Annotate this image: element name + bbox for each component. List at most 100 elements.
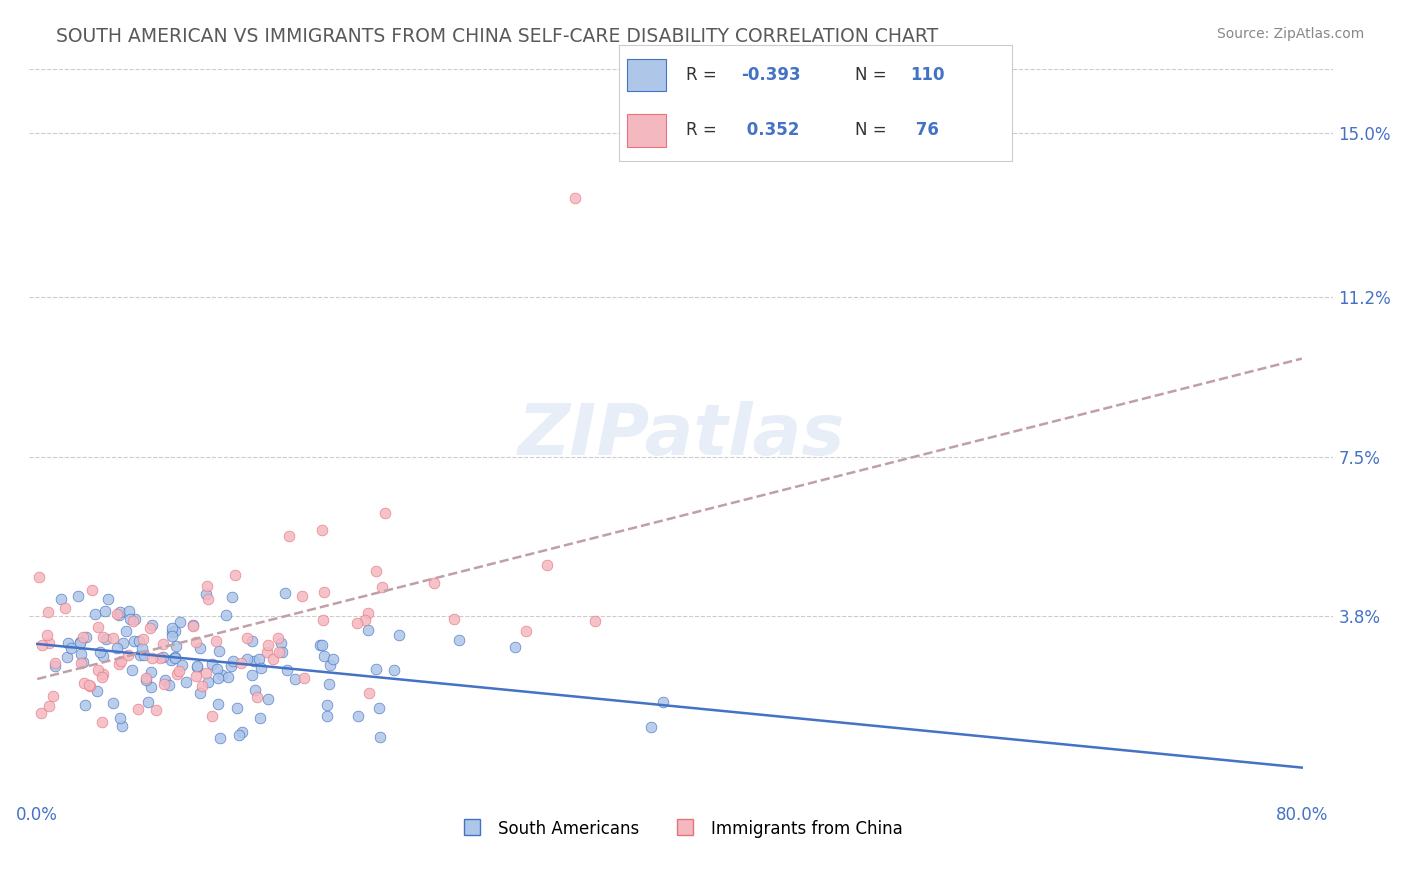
Point <box>169 615 191 629</box>
Text: R =: R = <box>686 66 721 84</box>
Point <box>228 728 250 742</box>
Text: 76: 76 <box>910 121 939 139</box>
Point <box>652 694 675 708</box>
Text: N =: N = <box>855 66 891 84</box>
Point <box>201 657 224 671</box>
Point <box>270 645 292 659</box>
Point <box>291 589 314 603</box>
Text: -0.393: -0.393 <box>741 66 800 84</box>
Point <box>312 585 335 599</box>
Point <box>141 618 163 632</box>
Point <box>89 645 111 659</box>
FancyBboxPatch shape <box>627 59 666 91</box>
Point <box>374 506 396 520</box>
Point <box>105 607 128 621</box>
Text: SOUTH AMERICAN VS IMMIGRANTS FROM CHINA SELF-CARE DISABILITY CORRELATION CHART: SOUTH AMERICAN VS IMMIGRANTS FROM CHINA … <box>56 27 938 45</box>
Point <box>79 679 101 693</box>
Point <box>166 667 188 681</box>
Point <box>103 696 125 710</box>
Point <box>30 706 52 720</box>
Point <box>105 641 128 656</box>
Point <box>121 614 143 628</box>
Point <box>56 635 79 649</box>
Point <box>135 671 157 685</box>
Point <box>270 635 292 649</box>
Point <box>121 663 143 677</box>
Point <box>367 701 389 715</box>
Point <box>84 607 107 622</box>
Point <box>311 523 333 537</box>
Point <box>69 634 91 648</box>
Point <box>221 590 243 604</box>
Point <box>242 634 264 648</box>
Point <box>160 629 183 643</box>
Point <box>257 691 280 706</box>
Point <box>160 652 183 666</box>
Point <box>66 589 89 603</box>
Point <box>186 660 208 674</box>
Point <box>346 615 368 630</box>
Point <box>153 677 176 691</box>
Point <box>236 651 259 665</box>
Point <box>283 672 305 686</box>
Point <box>70 657 93 671</box>
Point <box>224 567 246 582</box>
Point <box>38 698 60 713</box>
Point <box>51 591 73 606</box>
Point <box>145 703 167 717</box>
Point <box>217 670 239 684</box>
Point <box>322 652 344 666</box>
Point <box>219 658 242 673</box>
Point <box>315 709 337 723</box>
Point <box>77 677 100 691</box>
Point <box>422 576 444 591</box>
Point <box>292 672 315 686</box>
Point <box>44 659 66 673</box>
Point <box>107 608 129 623</box>
Point <box>249 652 271 666</box>
Point <box>131 641 153 656</box>
Point <box>318 658 340 673</box>
Point <box>108 711 131 725</box>
Point <box>56 650 79 665</box>
Point <box>152 637 174 651</box>
Point <box>163 624 186 639</box>
Point <box>231 725 253 739</box>
Point <box>197 591 219 606</box>
Point <box>163 650 186 665</box>
Point <box>267 645 290 659</box>
Point <box>207 671 229 685</box>
Point <box>124 612 146 626</box>
Point <box>236 631 259 645</box>
Point <box>163 650 186 665</box>
Point <box>80 583 103 598</box>
Point <box>246 690 269 705</box>
Text: R =: R = <box>686 121 721 139</box>
Point <box>97 591 120 606</box>
Point <box>110 605 132 619</box>
Point <box>134 648 156 662</box>
Point <box>75 698 97 712</box>
Point <box>188 686 211 700</box>
Point <box>44 656 66 670</box>
Text: 0.352: 0.352 <box>741 121 799 139</box>
Point <box>128 648 150 662</box>
Point <box>53 601 76 615</box>
Point <box>75 630 97 644</box>
Point <box>214 608 236 623</box>
Point <box>250 661 273 675</box>
Point <box>153 673 176 687</box>
Text: ZIPatlas: ZIPatlas <box>517 401 845 469</box>
Point <box>278 529 301 543</box>
Point <box>364 564 387 578</box>
Point <box>87 620 110 634</box>
Point <box>118 604 141 618</box>
Point <box>190 679 212 693</box>
Point <box>201 709 224 723</box>
Point <box>174 675 197 690</box>
Point <box>118 612 141 626</box>
Point <box>353 613 375 627</box>
Point <box>256 645 278 659</box>
Point <box>141 650 163 665</box>
Point <box>249 711 271 725</box>
